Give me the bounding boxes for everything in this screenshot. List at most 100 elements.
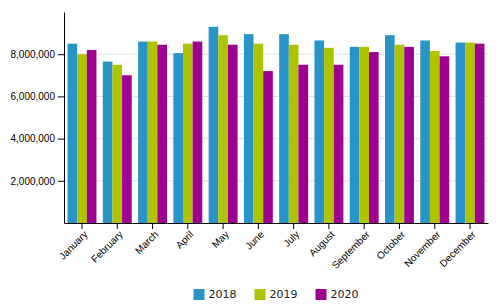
- x-tick: July: [281, 223, 301, 249]
- series: [68, 27, 466, 223]
- x-tick-mark: [470, 223, 471, 229]
- x-tick-label: December: [437, 228, 478, 269]
- bar: [87, 50, 97, 223]
- x-tick-mark: [434, 223, 435, 229]
- bar: [122, 75, 132, 223]
- x-tick-label: April: [174, 229, 196, 251]
- y-tick-mark: [58, 96, 64, 97]
- x-tick: June: [243, 223, 266, 252]
- x-tick-label: June: [243, 228, 266, 251]
- x-tick-label: February: [89, 229, 125, 265]
- x-tick-label: October: [374, 228, 407, 261]
- bar: [77, 54, 87, 223]
- y-tick-mark: [58, 139, 64, 140]
- x-tick-label: August: [307, 229, 337, 259]
- bar: [420, 40, 430, 223]
- x-tick: January: [57, 223, 90, 262]
- x-tick-mark: [364, 223, 365, 229]
- bar: [350, 47, 360, 223]
- x-axis-line: [65, 223, 489, 224]
- bar: [395, 45, 405, 223]
- x-tick-mark: [399, 223, 400, 229]
- bar: [173, 53, 183, 223]
- bar: [465, 43, 475, 223]
- bar: [254, 44, 264, 223]
- legend: 2018 2019 2020: [194, 288, 359, 301]
- bar: [218, 35, 228, 223]
- y-tick: 6,000,000: [11, 91, 65, 102]
- bar: [430, 51, 440, 223]
- x-tick: February: [89, 223, 125, 265]
- x-tick: September: [330, 223, 373, 271]
- x-tick-mark: [223, 223, 224, 229]
- bar: [112, 65, 122, 223]
- legend-label: 2018: [209, 288, 237, 301]
- legend-label: 2019: [270, 288, 298, 301]
- y-tick-mark: [58, 54, 64, 55]
- bar: [289, 45, 299, 223]
- x-tick-label: January: [57, 229, 90, 262]
- x-tick-mark: [81, 223, 82, 229]
- bar: [103, 62, 113, 223]
- y-tick-label: 2,000,000: [11, 176, 56, 187]
- bar: [228, 45, 238, 223]
- x-tick: March: [133, 223, 160, 256]
- x-tick-mark: [258, 223, 259, 229]
- bar: [148, 42, 158, 223]
- x-tick: April: [174, 223, 196, 251]
- bar: [334, 65, 344, 223]
- bar: [138, 42, 148, 223]
- bar: [385, 35, 395, 223]
- x-tick: November: [402, 223, 443, 269]
- x-tick-mark: [152, 223, 153, 229]
- legend-label: 2020: [331, 288, 359, 301]
- y-axis: 2,000,000 4,000,000 6,000,000 8,000,000: [11, 13, 65, 224]
- legend-item: 2018: [194, 288, 237, 301]
- bar: [359, 47, 369, 223]
- bar: [404, 47, 414, 223]
- bar: [157, 45, 167, 223]
- bar: [475, 44, 485, 223]
- legend-item: 2019: [255, 288, 298, 301]
- y-tick-label: 4,000,000: [11, 133, 56, 144]
- bar: [263, 71, 273, 223]
- y-tick: 4,000,000: [11, 133, 65, 144]
- x-tick-mark: [187, 223, 188, 229]
- bars: [68, 27, 485, 223]
- y-tick: 2,000,000: [11, 176, 65, 187]
- y-tick-mark: [58, 181, 64, 182]
- bar: [193, 42, 203, 223]
- legend-item: 2020: [316, 288, 359, 301]
- bar: [244, 34, 254, 223]
- x-tick: December: [437, 223, 478, 269]
- bar: [209, 27, 219, 223]
- bar: [324, 48, 334, 223]
- legend-swatch: [316, 289, 327, 300]
- bar: [456, 43, 466, 223]
- bar: [314, 40, 324, 223]
- legend-swatch: [255, 289, 266, 300]
- bar: [183, 44, 193, 223]
- chart: 2,000,000 4,000,000 6,000,000 8,000,000 Janu…: [0, 0, 500, 308]
- x-tick-label: May: [210, 229, 231, 250]
- x-tick-label: November: [402, 228, 443, 269]
- y-tick-label: 8,000,000: [11, 49, 56, 60]
- series: [87, 42, 485, 223]
- x-tick-mark: [328, 223, 329, 229]
- x-tick-mark: [293, 223, 294, 229]
- plot: 2,000,000 4,000,000 6,000,000 8,000,000 Janu…: [11, 13, 489, 272]
- bar: [279, 34, 289, 223]
- bar: [440, 56, 450, 223]
- x-axis: JanuaryFebruary March April May June July Augu…: [57, 223, 489, 271]
- legend-swatch: [194, 289, 205, 300]
- x-tick: October: [374, 223, 407, 262]
- bar: [68, 44, 78, 223]
- x-tick: May: [210, 223, 231, 250]
- x-tick: August: [307, 223, 337, 258]
- series: [77, 35, 475, 223]
- y-axis-line: [64, 13, 65, 224]
- x-tick-label: March: [133, 229, 160, 256]
- x-tick-label: July: [281, 229, 301, 249]
- y-tick-label: 6,000,000: [11, 91, 56, 102]
- x-tick-mark: [117, 223, 118, 229]
